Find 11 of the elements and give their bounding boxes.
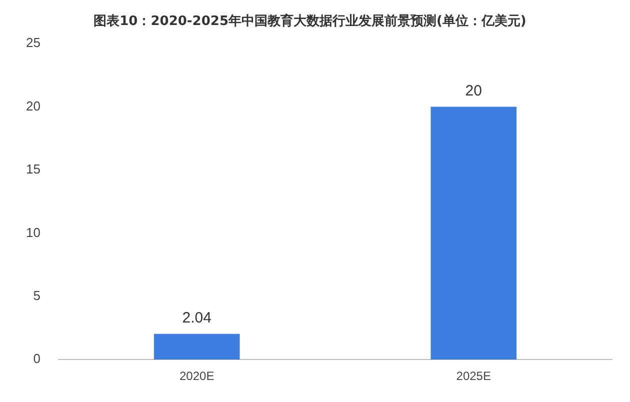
y-tick-label: 5 <box>33 288 40 303</box>
y-tick-label: 10 <box>26 224 40 240</box>
y-tick-label: 25 <box>26 35 40 50</box>
data-label: 20 <box>465 82 482 100</box>
x-tick-label: 2020E <box>179 369 214 384</box>
x-tick-label: 2025E <box>456 369 491 384</box>
y-tick-label: 0 <box>33 351 40 366</box>
chart-title: 图表10：2020-2025年中国教育大数据行业发展前景预测(单位：亿美元) <box>94 13 526 30</box>
y-tick-label: 15 <box>26 162 40 177</box>
data-label: 2.04 <box>182 309 212 326</box>
y-tick-label: 20 <box>26 98 40 114</box>
